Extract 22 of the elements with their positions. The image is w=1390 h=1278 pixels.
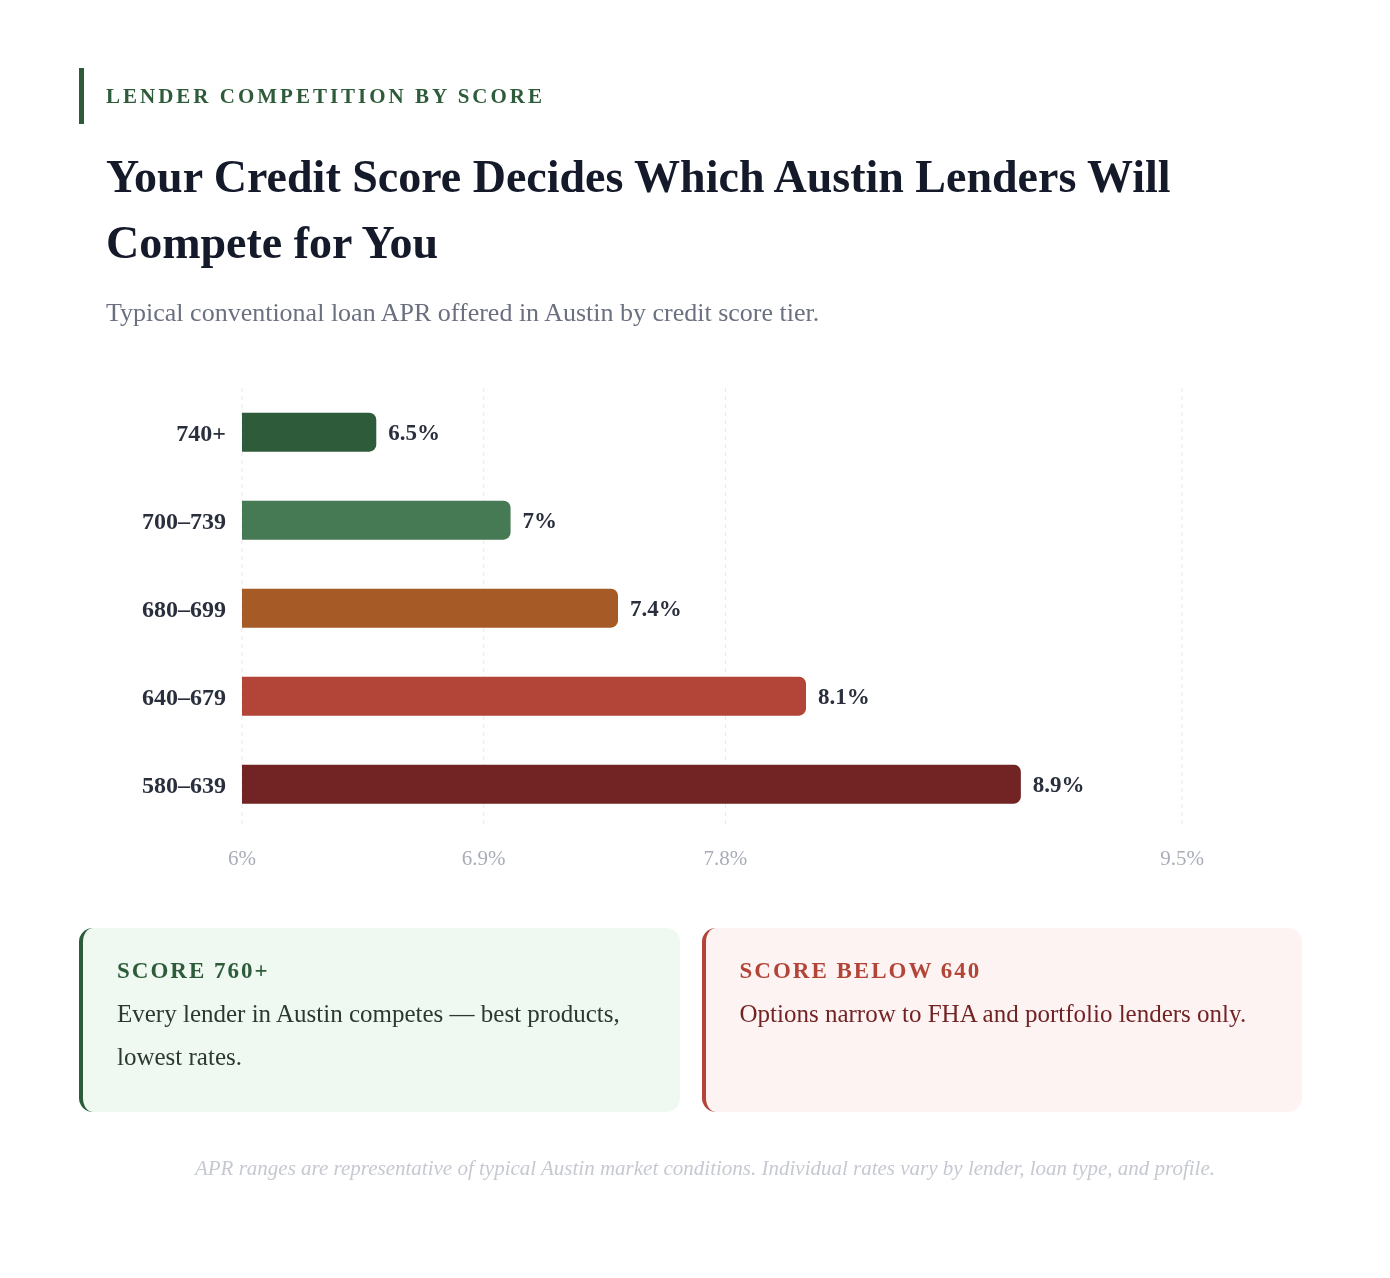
x-tick-label: 6.9%	[461, 845, 506, 870]
text: SCORE 760+	[117, 958, 271, 984]
x-tick-label: 9.5%	[1160, 845, 1204, 870]
text: SCORE BELOW 640	[739, 958, 983, 984]
text: APR ranges are representative of typical Austin market conditions. Individual rates vary by lender, loan type, and profile.	[193, 1156, 1217, 1181]
chart-subtitle: Typical conventional loan APR offered in Austin by credit score tier.	[106, 298, 821, 328]
y-tick-label: 700–739	[142, 507, 226, 534]
y-tick-label: 580–639	[142, 771, 226, 798]
data-label: 6.5%	[388, 420, 441, 446]
text: Every lender in Austin competes — best products, lowest rates.	[117, 999, 621, 1072]
data-label: 8.1%	[818, 684, 870, 710]
data-label: 7.4%	[630, 596, 682, 622]
chart-title: Your Credit Score Decides Which Austin Lenders Will Compete for You	[106, 150, 1172, 270]
x-tick-label: 6%	[228, 845, 256, 870]
y-tick-label: 680–699	[142, 595, 226, 622]
data-label: 8.9%	[1032, 772, 1085, 798]
y-tick-label: 640–679	[142, 683, 226, 710]
data-label: 7%	[522, 508, 558, 534]
x-tick-label: 7.8%	[703, 845, 748, 870]
y-tick-label: 740+	[176, 419, 226, 446]
text: Options narrow to FHA and portfolio lenders only.	[739, 999, 1248, 1029]
text: LENDER COMPETITION BY SCORE	[79, 68, 1382, 124]
